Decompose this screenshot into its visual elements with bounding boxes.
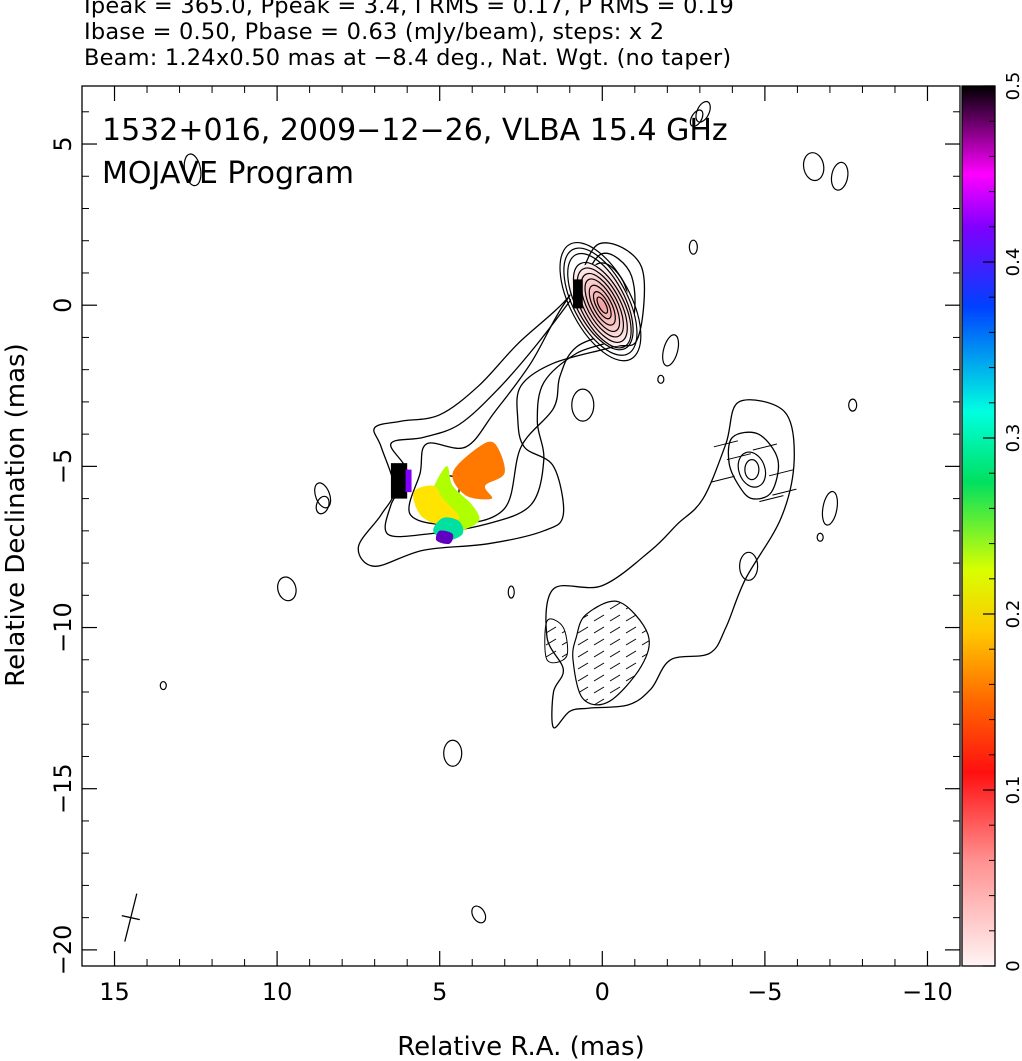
pol-edge-patch [405,469,412,493]
plot-frame [81,85,961,967]
jet-outer-contour [357,242,646,567]
noise-contour [314,482,332,509]
noise-contour [471,905,487,924]
map-area [121,100,858,942]
y-tick-label: −20 [49,925,77,976]
evpa-vector [713,440,738,448]
axes: 15 10 5 0 −5 −10 5 0 −5 −10 −15 −20 0 0.1 0.2 0.3 0.4 0.5 [49,72,1022,1006]
header-line-2: Ibase = 0.50, Pbase = 0.63 (mJy/beam), s… [84,19,665,45]
evpa-vector [772,488,797,496]
colorbar [961,85,996,967]
y-tick-label: 0 [49,298,77,313]
noise-contour [571,388,595,422]
colorbar-tick-label: 0.5 [1003,72,1022,101]
noise-contour [689,109,704,128]
noise-contour [688,239,698,255]
x-tick-label: 0 [595,978,610,1006]
noise-contour [443,739,463,767]
x-tick-label: 5 [432,978,447,1006]
outer-jet-contour [545,399,795,729]
noise-contour [315,495,330,515]
core-contour-9 [592,291,612,320]
source-label: 1532+016, 2009−12−26, VLBA 15.4 GHz [102,113,728,148]
noise-contour [739,551,759,581]
noise-contour [159,680,167,691]
x-tick-label: 10 [262,978,293,1006]
core-contour-10 [596,296,609,314]
evpa-vector [769,469,794,477]
noise-contour [657,374,665,384]
core-contour-3 [567,252,634,351]
noise-contour [277,576,297,602]
noise-contour [816,532,824,542]
polarization-fill [390,279,583,545]
core-contour-8 [588,284,616,326]
colorbar-tick-label: 0.4 [1003,248,1022,277]
evpa-vector [710,475,735,483]
y-tick-label: −10 [49,602,77,653]
beam-minor-axis [121,915,140,921]
program-label: MOJAVE Program [102,156,354,191]
pol-black-patch [390,463,408,499]
core-contour-5 [576,267,628,343]
x-tick-label: −10 [902,978,953,1006]
core-contour-4 [572,261,632,349]
core-contour-6 [580,272,625,338]
y-axis-label: Relative Declination (mas) [1,343,31,686]
colorbar-tick-label: 0.1 [1003,776,1022,805]
noise-contour [830,161,849,191]
noise-contour [695,100,711,123]
colorbar-tick-label: 0.2 [1003,600,1022,629]
pol-yellow [413,485,460,525]
evpa-vector [759,495,784,503]
evpa-vectors-region-2 [544,618,569,664]
evpa-vectors-region [572,600,650,706]
evpa-vector [726,453,751,461]
noise-contour [507,585,515,599]
y-tick-label: −15 [49,763,77,814]
noise-contour [802,152,825,182]
colorbar-tick-label: 0 [1003,960,1022,971]
jet-mid-contour [384,252,636,538]
noise-contour [848,398,858,412]
x-tick-label: 15 [99,978,130,1006]
pol-violet [435,530,454,545]
y-tick-label: 5 [49,136,77,151]
core-contour-1 [559,241,642,362]
header-line-1: Ipeak = 365.0, Ppeak = 3.4, I RMS = 0.17… [84,0,734,19]
noise-contour [821,490,839,526]
outer-knot-contour-3 [744,458,760,481]
core-contours [559,241,642,362]
x-tick-label: −5 [747,978,782,1006]
core-contour-2 [563,247,638,356]
pol-orange [452,441,505,500]
header-line-3: Beam: 1.24x0.50 mas at −8.4 deg., Nat. W… [84,45,732,71]
noise-contour [183,153,202,187]
evpa-vector [752,443,778,451]
outer-knot-contour-1 [727,431,780,500]
x-axis-label: Relative R.A. (mas) [397,1032,644,1061]
y-tick-label: −5 [49,449,77,484]
core-contour-7 [584,278,621,333]
colorbar-tick-label: 0.3 [1003,424,1022,453]
outer-knot-contour-2 [737,451,767,488]
core-pol-edge [573,279,583,309]
noise-contour [662,334,680,367]
